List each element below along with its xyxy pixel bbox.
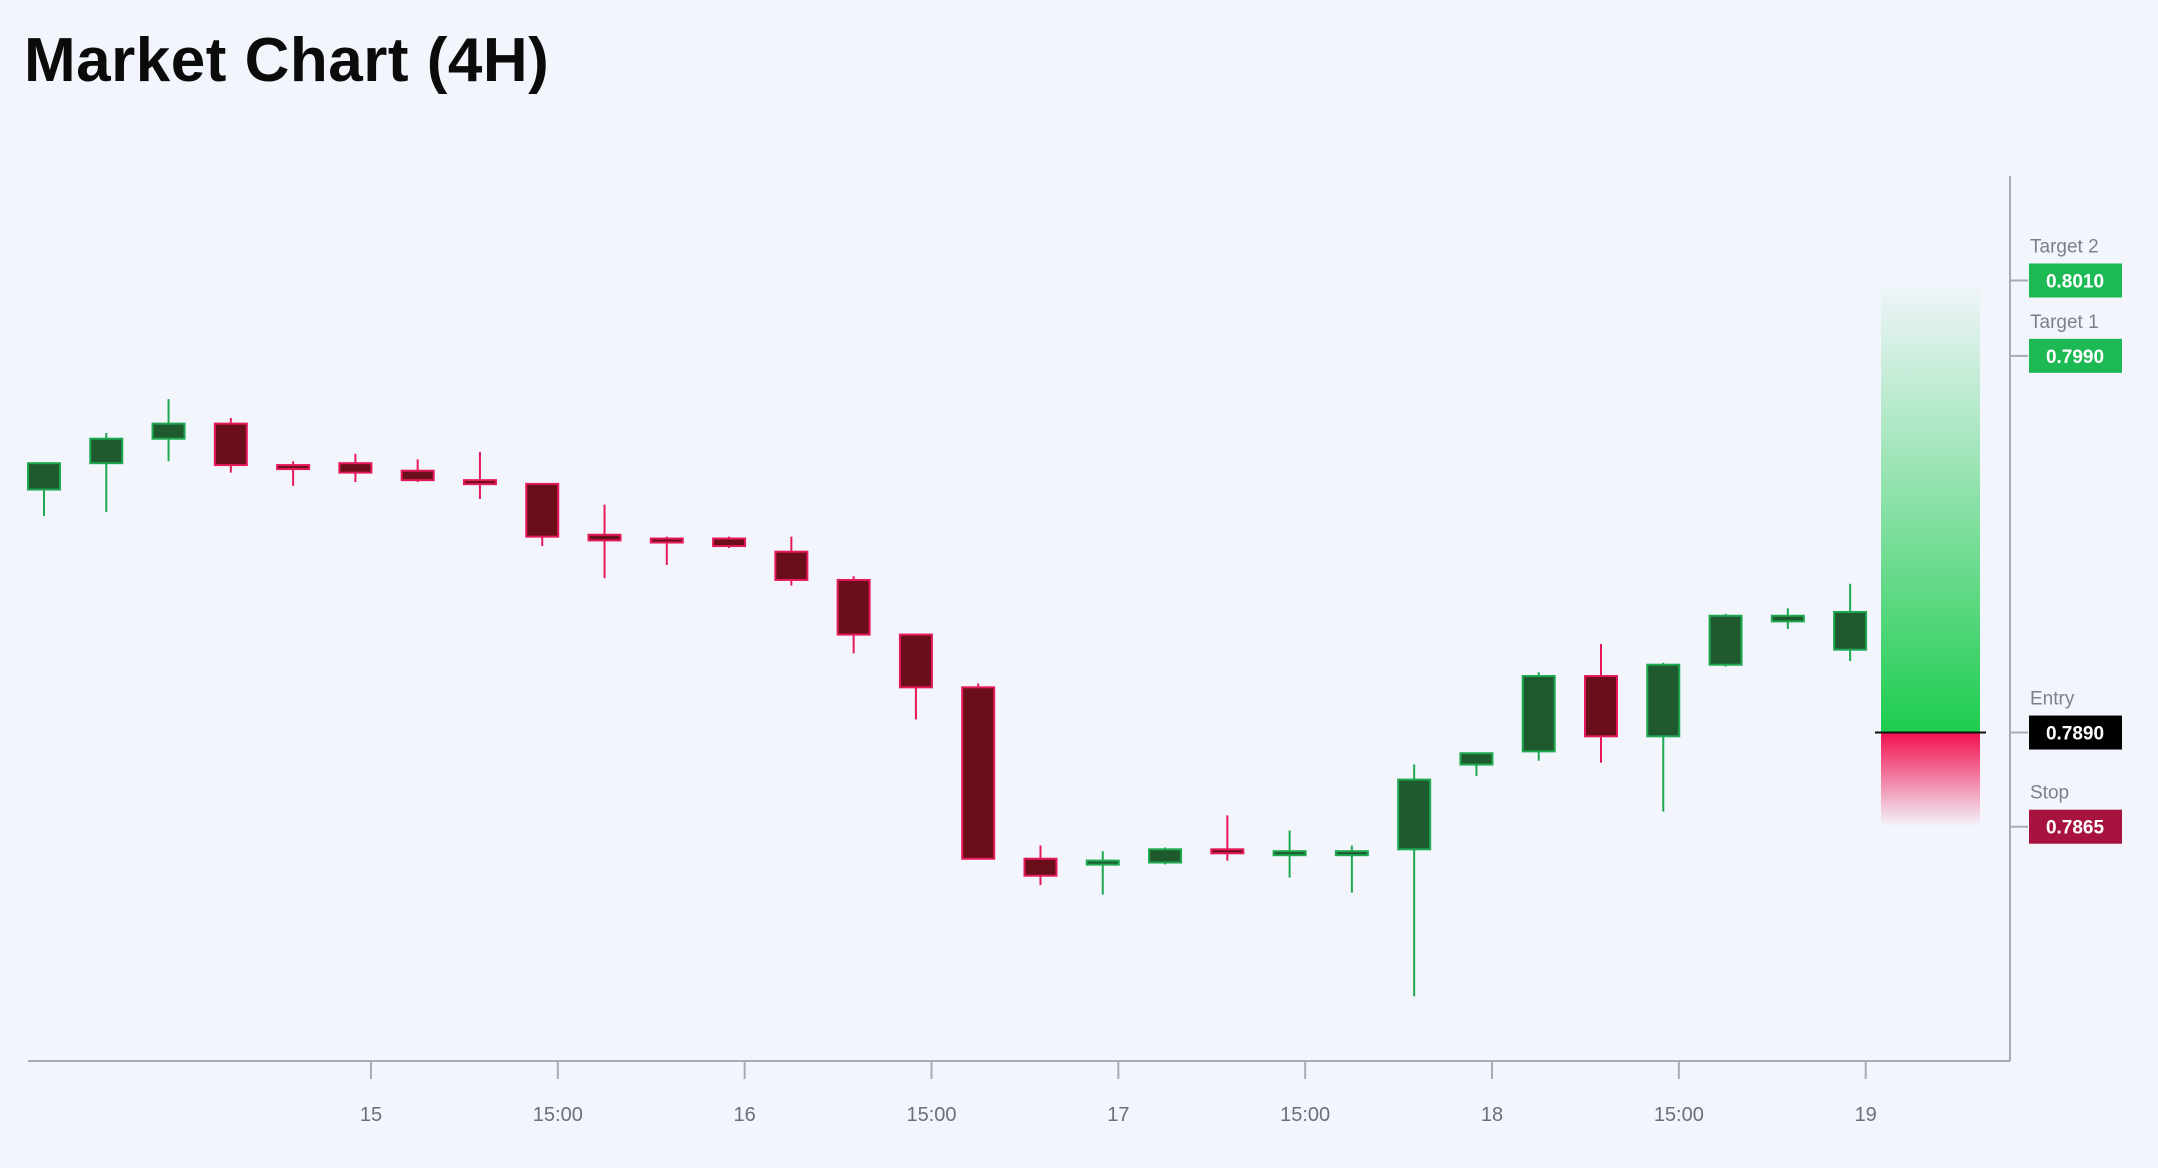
level-badge	[2029, 809, 2122, 844]
level-badge	[2029, 263, 2122, 298]
candle	[525, 482, 560, 547]
candle-body	[1459, 752, 1494, 766]
loss-zone	[1881, 732, 1980, 827]
candle-body	[89, 437, 124, 465]
candle	[1521, 672, 1556, 761]
price-levels: Target 2 0.8010 Target 1 0.7990 Entry 0.7890 S…	[2010, 236, 2122, 844]
candle-body	[27, 462, 61, 491]
candle-body	[1023, 857, 1058, 877]
candle	[1023, 845, 1058, 886]
candle	[1148, 847, 1183, 865]
profit-zone	[1881, 280, 1980, 733]
level-name-label: Entry	[2030, 689, 2075, 710]
candle-body	[712, 537, 747, 548]
candle-body	[1708, 614, 1743, 666]
candle	[1334, 845, 1369, 893]
candle-body	[587, 533, 622, 542]
candle	[961, 683, 996, 860]
candle	[649, 536, 684, 565]
candle	[27, 462, 61, 516]
level-stop: Stop 0.7865	[2010, 783, 2122, 844]
x-tick-label: 19	[1855, 1104, 1877, 1126]
candle	[276, 461, 311, 486]
candle	[898, 633, 933, 720]
x-tick-label: 17	[1107, 1104, 1129, 1126]
risk-reward-zones	[1875, 280, 1986, 827]
candle	[1770, 608, 1805, 629]
candle-body	[1646, 663, 1681, 738]
x-tick-label: 15:00	[1280, 1104, 1330, 1126]
candle-body	[338, 462, 373, 474]
candle-body	[1148, 848, 1183, 864]
level-value-label: 0.7990	[2046, 347, 2104, 368]
candle	[213, 417, 248, 473]
level-value-label: 0.7890	[2046, 724, 2104, 745]
candle-body	[213, 422, 248, 467]
level-target-1: Target 1 0.7990	[2010, 312, 2122, 373]
candle-body	[1210, 848, 1245, 855]
candle-body	[1770, 614, 1805, 623]
candle-body	[525, 482, 560, 538]
candle-body	[1833, 610, 1868, 651]
candle	[1459, 752, 1494, 776]
x-tick-label: 18	[1481, 1104, 1503, 1126]
candle-body	[1085, 859, 1120, 866]
candle	[151, 399, 186, 462]
candle	[400, 459, 435, 483]
candle-body	[1521, 675, 1556, 753]
chart-title: Market Chart (4H)	[24, 26, 550, 95]
candle-body	[400, 469, 435, 482]
candle-body	[1397, 778, 1432, 851]
x-tick-label: 16	[734, 1104, 756, 1126]
x-tick-label: 15:00	[1654, 1104, 1704, 1126]
candle	[1397, 764, 1432, 997]
candle	[338, 453, 373, 483]
candle-body	[898, 633, 933, 689]
candle-body	[151, 422, 186, 440]
candle-body	[836, 578, 871, 636]
candle-body	[1334, 850, 1369, 857]
candle-body	[961, 686, 996, 860]
candle	[1646, 662, 1681, 812]
candle	[774, 536, 809, 586]
level-badge	[2029, 338, 2122, 373]
level-name-label: Stop	[2030, 783, 2069, 804]
candle	[1272, 830, 1307, 878]
x-tick-label: 15:00	[906, 1104, 956, 1126]
level-name-label: Target 2	[2030, 236, 2099, 257]
level-value-label: 0.8010	[2046, 271, 2104, 292]
level-entry: Entry 0.7890	[2010, 689, 2122, 750]
candle-body	[276, 464, 311, 471]
level-target-2: Target 2 0.8010	[2010, 236, 2122, 298]
candle	[712, 536, 747, 548]
candles	[27, 399, 1868, 997]
candle-body	[462, 479, 497, 486]
x-tick-label: 15	[360, 1104, 382, 1126]
x-tick-label: 15:00	[533, 1104, 583, 1126]
candle	[1833, 583, 1868, 661]
candle	[587, 504, 622, 579]
candle	[1085, 851, 1120, 895]
level-name-label: Target 1	[2030, 312, 2099, 333]
level-badge	[2029, 715, 2122, 750]
candle-body	[774, 550, 809, 581]
candle	[89, 433, 124, 513]
candle	[1584, 644, 1618, 763]
axes: 15 15:00 16 15:00 17 15:00 18 15:00 19	[28, 176, 2011, 1126]
candle	[836, 576, 871, 654]
candle	[462, 451, 497, 499]
candle	[1708, 613, 1743, 667]
candle-body	[1272, 850, 1307, 857]
candle-body	[1584, 675, 1618, 738]
candle-body	[649, 537, 684, 544]
level-value-label: 0.7865	[2046, 818, 2105, 839]
candle	[1210, 815, 1245, 861]
